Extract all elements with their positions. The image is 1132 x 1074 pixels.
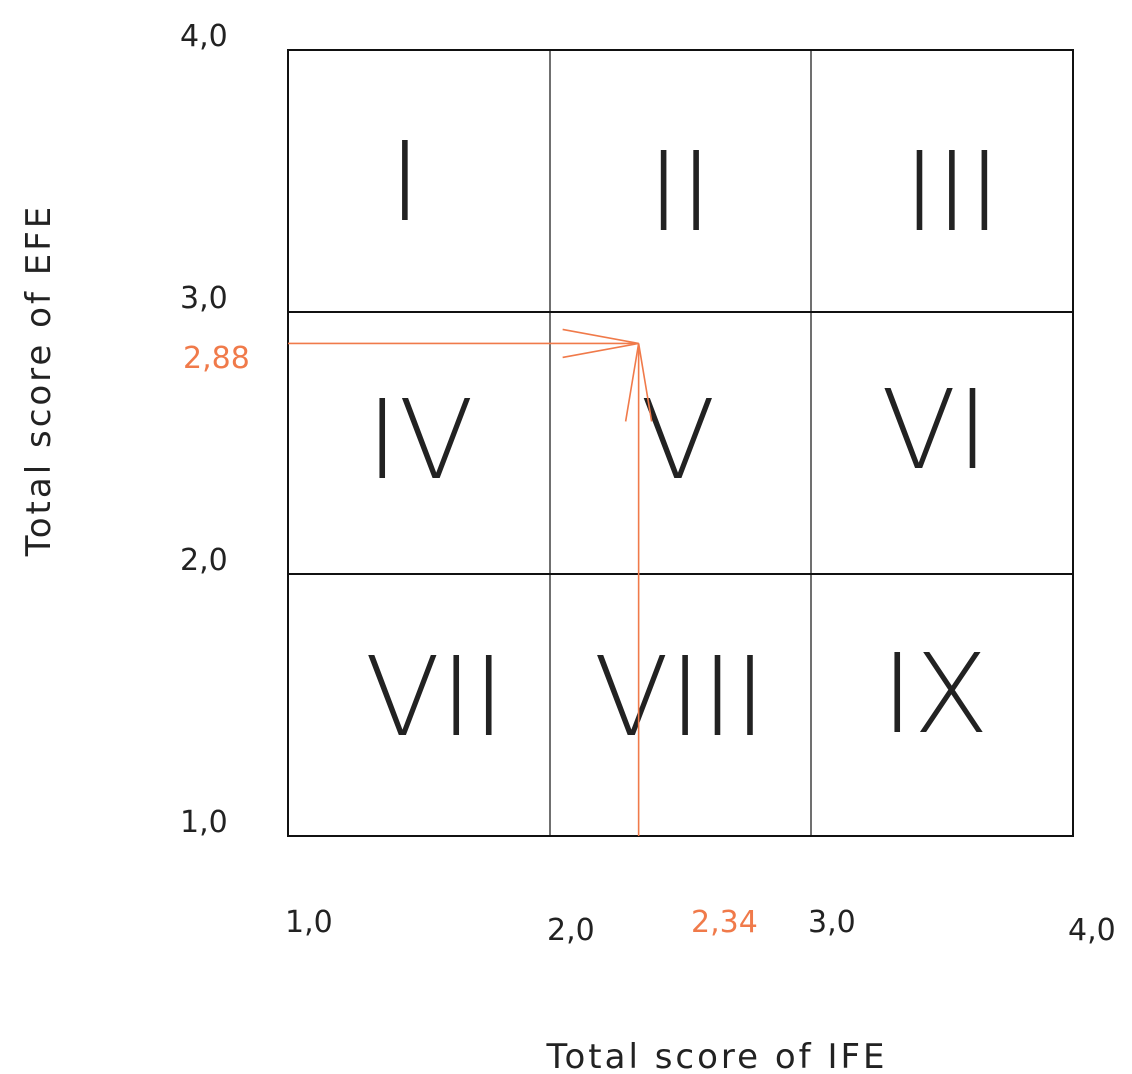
- cell-labels: I II III IV V VI VII VIII IX: [365, 118, 1001, 761]
- cell-label-4: IV: [366, 376, 474, 504]
- x-tick-label-3: 3,0: [808, 905, 856, 940]
- cell-label-6: VI: [881, 366, 989, 494]
- cell-label-7: VII: [365, 633, 505, 761]
- y-tick-label-3: 3,0: [180, 281, 228, 316]
- x-tick-label-1: 1,0: [285, 905, 333, 940]
- matrix-frame: [287, 49, 1074, 837]
- cell-label-2: II: [648, 128, 713, 256]
- cell-label-9: IX: [881, 630, 989, 758]
- y-axis-ticks: 4,0 3,0 2,0 1,0: [180, 19, 228, 840]
- ife-score-label: 2,34: [691, 905, 758, 940]
- y-tick-label-2: 2,0: [180, 543, 228, 578]
- position-marker: 2,88 2,34: [183, 328, 758, 940]
- efe-score-label: 2,88: [183, 341, 250, 376]
- x-axis-ticks: 1,0 2,0 3,0 4,0: [285, 905, 1116, 948]
- x-tick-label-2: 2,0: [547, 913, 595, 948]
- y-axis-title: Total score of EFE: [19, 204, 59, 557]
- y-tick-label-1: 1,0: [180, 805, 228, 840]
- cell-label-1: I: [389, 118, 421, 246]
- cell-label-5: V: [640, 376, 715, 504]
- y-tick-label-4: 4,0: [180, 19, 228, 54]
- ife-arrowhead: [624, 343, 653, 422]
- cell-label-8: VIII: [594, 633, 767, 761]
- matrix-grid: [287, 49, 1074, 837]
- cell-label-3: III: [903, 128, 1000, 256]
- x-axis-title: Total score of IFE: [545, 1037, 887, 1074]
- x-tick-label-4: 4,0: [1068, 913, 1116, 948]
